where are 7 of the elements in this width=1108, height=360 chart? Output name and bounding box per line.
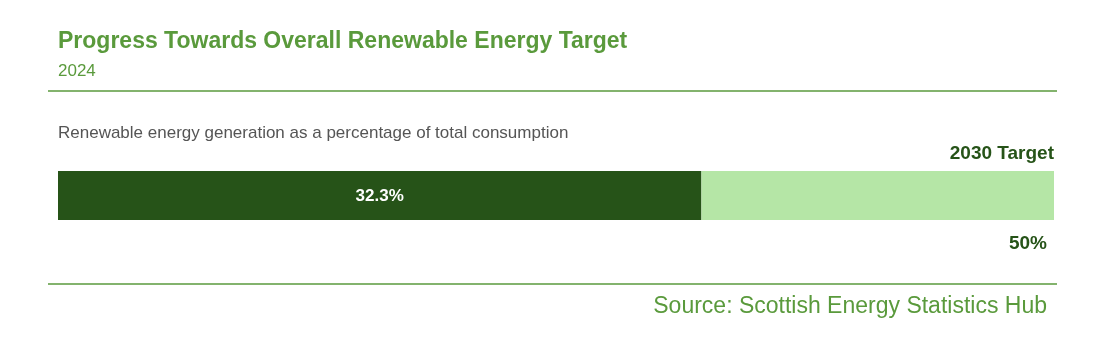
source-note: Source: Scottish Energy Statistics Hub: [653, 292, 1047, 318]
total-label: 50%: [1008, 232, 1048, 253]
text: Renewable energy generation as a percentage of total consumption: [58, 123, 569, 142]
chart-subtitle: 2024: [58, 61, 96, 80]
text: 2030 Target: [949, 142, 1055, 163]
data-label: 32.3%: [355, 186, 404, 206]
chart-title: Progress Towards Overall Renewable Energy Target: [58, 27, 628, 53]
